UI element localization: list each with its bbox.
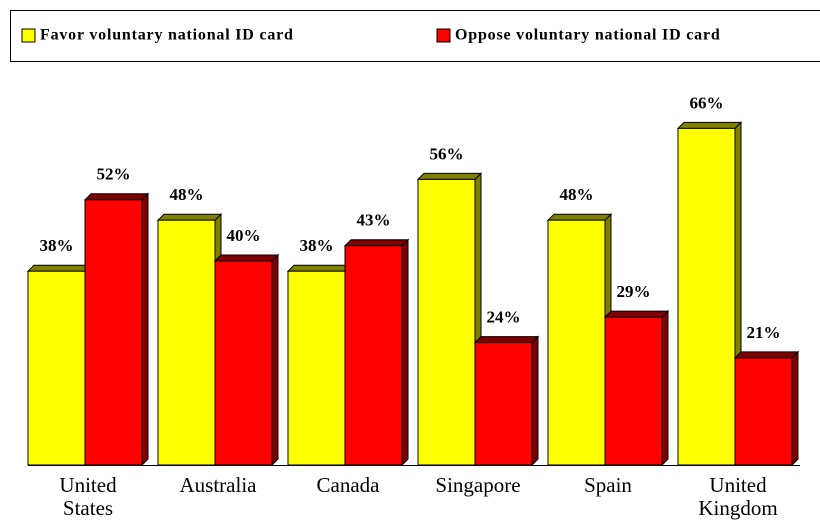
legend-swatch xyxy=(21,28,36,43)
legend-box xyxy=(10,10,820,62)
value-label: 38% xyxy=(300,236,334,255)
bar-side xyxy=(661,309,669,467)
bar-top xyxy=(676,121,743,129)
x-tick-label: Spain xyxy=(584,473,632,497)
value-label: 56% xyxy=(430,144,464,163)
bar-top xyxy=(213,254,280,262)
value-label: 40% xyxy=(227,226,261,245)
value-label: 38% xyxy=(40,236,74,255)
x-tick-label: United States xyxy=(59,473,117,520)
value-label: 21% xyxy=(747,323,781,342)
bar-top xyxy=(83,193,150,201)
x-tick-label: Australia xyxy=(179,473,257,497)
legend-label: Oppose voluntary national ID card xyxy=(455,27,721,44)
bar-top xyxy=(343,239,410,247)
bar xyxy=(287,270,346,466)
value-label: 29% xyxy=(617,282,651,301)
value-label: 66% xyxy=(690,93,724,112)
bar-top xyxy=(156,213,223,221)
bar-top xyxy=(603,310,670,318)
bar xyxy=(27,270,86,466)
bar xyxy=(84,199,143,466)
legend-label: Favor voluntary national ID card xyxy=(40,27,294,44)
bar-top xyxy=(546,213,613,221)
bar xyxy=(214,260,273,466)
bar xyxy=(734,357,793,466)
legend-swatch xyxy=(436,28,451,43)
x-tick-label: Singapore xyxy=(435,473,521,497)
bar xyxy=(604,316,663,466)
bar-side xyxy=(401,238,409,467)
bar xyxy=(417,178,476,466)
bar xyxy=(677,127,736,466)
bar-side xyxy=(531,335,539,467)
bar-top xyxy=(733,351,800,359)
bar-side xyxy=(271,253,279,467)
x-tick-label: Canada xyxy=(316,473,380,497)
bar-top xyxy=(26,264,93,272)
value-label: 52% xyxy=(97,165,131,184)
bar xyxy=(157,219,216,466)
value-label: 43% xyxy=(357,211,391,230)
bar-top xyxy=(286,264,353,272)
bar xyxy=(344,245,403,466)
value-label: 48% xyxy=(170,185,204,204)
x-tick-label: United Kingdom xyxy=(698,473,778,520)
bar-side xyxy=(141,192,149,467)
bar xyxy=(547,219,606,466)
value-label: 24% xyxy=(487,308,521,327)
bar-top xyxy=(473,336,540,344)
value-label: 48% xyxy=(560,185,594,204)
bar xyxy=(474,342,533,466)
bar-side xyxy=(791,350,799,467)
bar-top xyxy=(416,172,483,180)
